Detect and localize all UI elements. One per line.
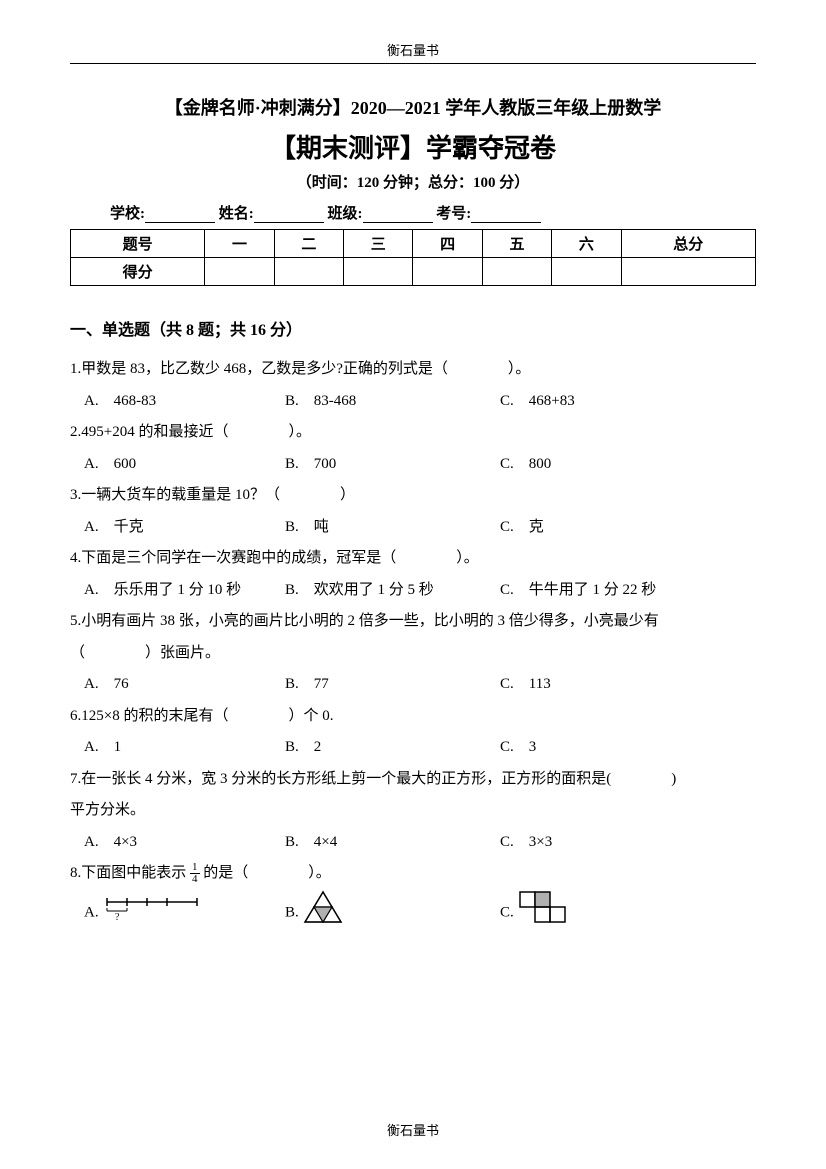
q7-text-1: 7.在一张长 4 分米，宽 3 分米的长方形纸上剪一个最大的正方形，正方形的面积… <box>70 764 756 796</box>
q7-option-b: B. 4×4 <box>285 827 500 859</box>
col-header: 总分 <box>621 230 755 258</box>
q7-option-a: A. 4×3 <box>70 827 285 859</box>
q1-option-a: A. 468-83 <box>70 386 285 418</box>
q8-text: 8.下面图中能表示 14 的是（ ）。 <box>70 858 756 890</box>
class-blank <box>363 207 433 223</box>
score-cell <box>344 258 413 286</box>
q5-option-a: A. 76 <box>70 669 285 701</box>
score-cell <box>413 258 482 286</box>
svg-text:?: ? <box>115 912 120 922</box>
q4-option-a: A. 乐乐用了 1 分 10 秒 <box>70 575 285 607</box>
score-cell <box>205 258 274 286</box>
id-blank <box>471 207 541 223</box>
q8-option-c: C. <box>500 890 715 937</box>
q6-text: 6.125×8 的积的末尾有（ ）个 0. <box>70 701 756 733</box>
class-label: 班级: <box>328 206 363 222</box>
q4-text: 4.下面是三个同学在一次赛跑中的成绩，冠军是（ ）。 <box>70 543 756 575</box>
fraction-icon: 14 <box>190 862 200 885</box>
col-header: 六 <box>552 230 621 258</box>
q2-text: 2.495+204 的和最接近（ ）。 <box>70 417 756 449</box>
q2-option-a: A. 600 <box>70 449 285 481</box>
q8-text-after: 的是（ ）。 <box>200 865 331 881</box>
q6-option-b: B. 2 <box>285 732 500 764</box>
score-cell <box>274 258 343 286</box>
q6-options: A. 1 B. 2 C. 3 <box>70 732 756 764</box>
q1-options: A. 468-83 B. 83-468 C. 468+83 <box>70 386 756 418</box>
q8-option-b: B. <box>285 890 500 937</box>
q8-option-a: A. ? <box>70 892 285 935</box>
col-header: 二 <box>274 230 343 258</box>
q8-c-label: C. <box>500 904 514 920</box>
school-blank <box>145 207 215 223</box>
q1-option-c: C. 468+83 <box>500 386 715 418</box>
q7-text-2: 平方分米。 <box>70 795 756 827</box>
q6-option-a: A. 1 <box>70 732 285 764</box>
q2-option-c: C. 800 <box>500 449 715 481</box>
score-cell <box>621 258 755 286</box>
q5-option-b: B. 77 <box>285 669 500 701</box>
col-header: 五 <box>482 230 551 258</box>
score-table: 题号 一 二 三 四 五 六 总分 得分 <box>70 229 756 286</box>
q1-option-b: B. 83-468 <box>285 386 500 418</box>
q7-option-c: C. 3×3 <box>500 827 715 859</box>
fraction-denominator: 4 <box>190 874 200 885</box>
row-label: 得分 <box>71 258 205 286</box>
q5-text-1: 5.小明有画片 38 张，小亮的画片比小明的 2 倍多一些，比小明的 3 倍少得… <box>70 606 756 638</box>
score-cell <box>482 258 551 286</box>
triangle-icon <box>303 890 343 937</box>
q1-text: 1.甲数是 83，比乙数少 468，乙数是多少?正确的列式是（ ）。 <box>70 354 756 386</box>
q8-a-label: A. <box>84 904 99 920</box>
name-label: 姓名: <box>219 206 254 222</box>
name-blank <box>254 207 324 223</box>
student-info-form: 学校: 姓名: 班级: 考号: <box>70 202 756 223</box>
q4-option-c: C. 牛牛用了 1 分 22 秒 <box>500 575 715 607</box>
q5-options: A. 76 B. 77 C. 113 <box>70 669 756 701</box>
q5-option-c: C. 113 <box>500 669 715 701</box>
number-line-icon: ? <box>102 892 202 935</box>
q8-text-before: 8.下面图中能表示 <box>70 865 190 881</box>
title-line-1: 【金牌名师·冲刺满分】2020—2021 学年人教版三年级上册数学 <box>70 94 756 120</box>
title-line-2: 【期末测评】学霸夺冠卷 <box>70 128 756 165</box>
table-header-row: 题号 一 二 三 四 五 六 总分 <box>71 230 756 258</box>
id-label: 考号: <box>436 206 471 222</box>
header-watermark: 衡石量书 <box>70 40 756 64</box>
time-info: （时间：120 分钟；总分：100 分） <box>70 171 756 192</box>
section-1-header: 一、单选题（共 8 题；共 16 分） <box>70 316 756 340</box>
footer-watermark: 衡石量书 <box>0 1120 826 1139</box>
q4-options: A. 乐乐用了 1 分 10 秒 B. 欢欢用了 1 分 5 秒 C. 牛牛用了… <box>70 575 756 607</box>
q3-option-a: A. 千克 <box>70 512 285 544</box>
q2-option-b: B. 700 <box>285 449 500 481</box>
col-header: 四 <box>413 230 482 258</box>
score-cell <box>552 258 621 286</box>
q3-text: 3.一辆大货车的载重量是 10？（ ） <box>70 480 756 512</box>
school-label: 学校: <box>110 206 145 222</box>
col-header: 一 <box>205 230 274 258</box>
q8-options: A. ? B. C. <box>70 890 756 937</box>
q2-options: A. 600 B. 700 C. 800 <box>70 449 756 481</box>
q5-text-2: （ ）张画片。 <box>70 638 756 670</box>
q6-option-c: C. 3 <box>500 732 715 764</box>
q7-options: A. 4×3 B. 4×4 C. 3×3 <box>70 827 756 859</box>
q3-option-c: C. 克 <box>500 512 715 544</box>
q3-options: A. 千克 B. 吨 C. 克 <box>70 512 756 544</box>
q4-option-b: B. 欢欢用了 1 分 5 秒 <box>285 575 500 607</box>
q8-b-label: B. <box>285 904 299 920</box>
grid-squares-icon <box>518 890 568 937</box>
col-header: 三 <box>344 230 413 258</box>
col-header: 题号 <box>71 230 205 258</box>
table-score-row: 得分 <box>71 258 756 286</box>
q3-option-b: B. 吨 <box>285 512 500 544</box>
